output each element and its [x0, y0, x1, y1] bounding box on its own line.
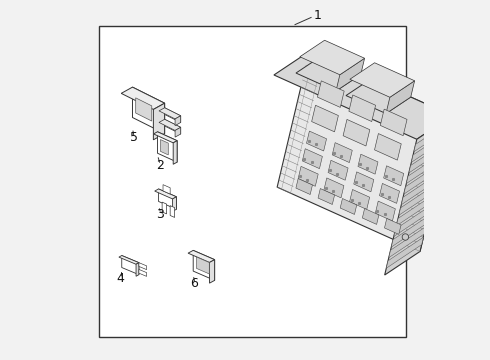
Polygon shape — [296, 57, 361, 91]
Polygon shape — [300, 40, 365, 75]
Text: 3: 3 — [156, 207, 164, 221]
Polygon shape — [159, 189, 176, 209]
Polygon shape — [375, 201, 395, 221]
Polygon shape — [165, 108, 181, 122]
Polygon shape — [153, 103, 165, 140]
Polygon shape — [358, 154, 378, 174]
Polygon shape — [312, 105, 339, 132]
Polygon shape — [159, 119, 181, 130]
Polygon shape — [170, 206, 174, 217]
Polygon shape — [401, 174, 439, 205]
Polygon shape — [332, 143, 352, 163]
Text: 1: 1 — [314, 9, 321, 22]
Polygon shape — [121, 87, 165, 109]
Polygon shape — [173, 141, 177, 164]
Polygon shape — [159, 108, 181, 119]
Text: 2: 2 — [156, 158, 164, 172]
Polygon shape — [406, 153, 443, 184]
Polygon shape — [172, 197, 176, 211]
Polygon shape — [157, 132, 177, 162]
Polygon shape — [153, 132, 177, 143]
Polygon shape — [385, 219, 401, 234]
Polygon shape — [379, 184, 399, 203]
Polygon shape — [139, 269, 147, 276]
Polygon shape — [296, 179, 313, 194]
Bar — [98, 26, 406, 337]
Text: 6: 6 — [190, 277, 198, 290]
Polygon shape — [277, 51, 452, 251]
Polygon shape — [193, 250, 215, 280]
Polygon shape — [396, 195, 434, 226]
Polygon shape — [386, 81, 415, 113]
Text: 4: 4 — [117, 272, 124, 285]
Polygon shape — [318, 189, 335, 204]
Text: 5: 5 — [130, 131, 138, 144]
Polygon shape — [119, 256, 139, 264]
Polygon shape — [384, 166, 404, 186]
Polygon shape — [136, 263, 139, 276]
Polygon shape — [349, 95, 376, 122]
Polygon shape — [160, 140, 168, 155]
Polygon shape — [343, 120, 370, 146]
Polygon shape — [412, 131, 448, 162]
Polygon shape — [163, 185, 170, 194]
Polygon shape — [165, 119, 181, 134]
Polygon shape — [414, 121, 451, 152]
Polygon shape — [298, 166, 318, 186]
Polygon shape — [362, 208, 379, 224]
Polygon shape — [175, 116, 181, 126]
Polygon shape — [392, 216, 428, 247]
Polygon shape — [350, 63, 415, 97]
Polygon shape — [302, 149, 322, 168]
Polygon shape — [385, 116, 452, 275]
Polygon shape — [155, 189, 176, 199]
Polygon shape — [386, 237, 423, 268]
Polygon shape — [196, 257, 209, 274]
Polygon shape — [188, 250, 215, 262]
Polygon shape — [162, 202, 167, 214]
Polygon shape — [354, 172, 374, 192]
Polygon shape — [328, 160, 348, 180]
Polygon shape — [399, 184, 436, 215]
Polygon shape — [349, 189, 369, 210]
Polygon shape — [210, 260, 215, 283]
Polygon shape — [307, 131, 326, 151]
Circle shape — [402, 234, 409, 240]
Polygon shape — [175, 127, 181, 137]
Polygon shape — [409, 142, 446, 173]
Polygon shape — [404, 163, 441, 194]
Polygon shape — [336, 58, 365, 91]
Polygon shape — [394, 206, 431, 237]
Polygon shape — [136, 98, 152, 121]
Polygon shape — [139, 263, 147, 270]
Polygon shape — [132, 87, 165, 134]
Polygon shape — [374, 134, 401, 160]
Polygon shape — [122, 256, 139, 275]
Polygon shape — [340, 198, 357, 215]
Polygon shape — [380, 109, 407, 136]
Polygon shape — [346, 79, 411, 113]
Polygon shape — [389, 226, 426, 258]
Polygon shape — [324, 178, 344, 198]
Polygon shape — [318, 81, 344, 107]
Polygon shape — [274, 51, 452, 139]
